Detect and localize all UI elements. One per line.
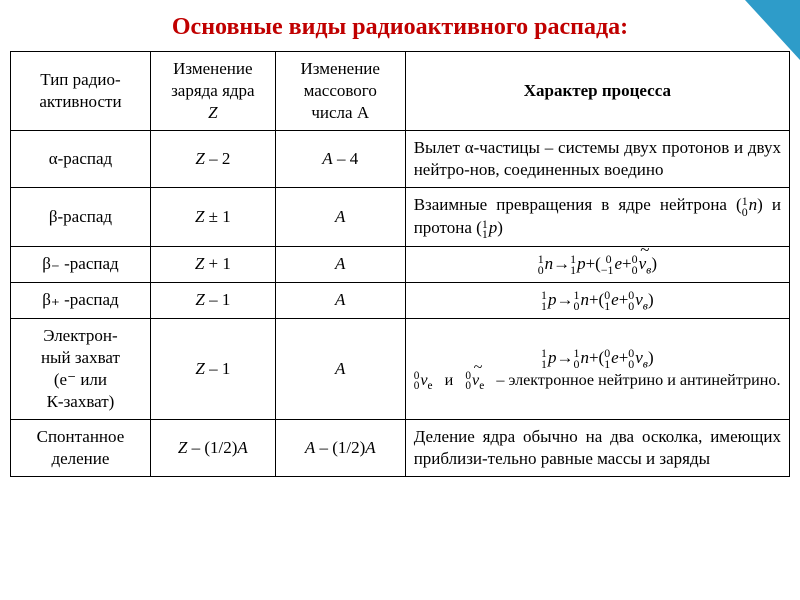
cell-type: α-распад: [11, 131, 151, 188]
decay-table: Тип радио-активности Изменение заряда яд…: [10, 51, 790, 477]
cell-a: A – (1/2)A: [275, 420, 405, 477]
cell-z: Z + 1: [150, 247, 275, 283]
cell-desc: Деление ядра обычно на два осколка, имею…: [405, 420, 789, 477]
cell-a: A: [275, 188, 405, 247]
table-row: α-распад Z – 2 A – 4 Вылет α-частицы – с…: [11, 131, 790, 188]
cell-z: Z – 2: [150, 131, 275, 188]
type-l1: Электрон-: [43, 326, 117, 345]
corner-accent: [745, 0, 800, 60]
header-a-l1: Изменение: [301, 59, 380, 78]
table-row: β-распад Z ± 1 A Взаимные превращения в …: [11, 188, 790, 247]
header-z-l1: Изменение: [173, 59, 252, 78]
header-process: Характер процесса: [405, 52, 789, 131]
table-header-row: Тип радио-активности Изменение заряда яд…: [11, 52, 790, 131]
type-l2: деление: [51, 449, 109, 468]
cell-a: A: [275, 282, 405, 318]
slide: Основные виды радиоактивного распада: Ти…: [0, 0, 800, 600]
table-row: β₊ -распад Z – 1 A 11p→10n+(01e+00νв): [11, 282, 790, 318]
note-text: – электронное нейтрино и антинейтрино.: [492, 372, 780, 389]
cell-z: Z – 1: [150, 282, 275, 318]
header-z-l2: заряда ядра: [171, 81, 255, 100]
cell-type: Спонтанное деление: [11, 420, 151, 477]
header-a-l2: массового: [304, 81, 377, 100]
table-row: Спонтанное деление Z – (1/2)A A – (1/2)A…: [11, 420, 790, 477]
header-z-l3: Z: [208, 103, 217, 122]
cell-desc: Вылет α-частицы – системы двух протонов …: [405, 131, 789, 188]
table-row: β₋ -распад Z + 1 A 10n→11p+( 0−1e+00ν~в): [11, 247, 790, 283]
desc-prefix: Взаимные превращения в ядре нейтрона (: [414, 195, 742, 214]
type-l3: (e⁻ или: [54, 370, 107, 389]
cell-type: β-распад: [11, 188, 151, 247]
cell-equation: 11p→10n+(01e+00νв): [405, 282, 789, 318]
cell-a: A: [275, 318, 405, 419]
cell-type: β₊ -распад: [11, 282, 151, 318]
cell-equation: 10n→11p+( 0−1e+00ν~в): [405, 247, 789, 283]
cell-type: Электрон- ный захват (e⁻ или К-захват): [11, 318, 151, 419]
type-l1: Спонтанное: [37, 427, 125, 446]
cell-a: A: [275, 247, 405, 283]
cell-z: Z – (1/2)A: [150, 420, 275, 477]
type-l2: ный захват: [41, 348, 120, 367]
slide-title: Основные виды радиоактивного распада:: [0, 0, 800, 51]
cell-type: β₋ -распад: [11, 247, 151, 283]
header-type: Тип радио-активности: [11, 52, 151, 131]
header-a-l3: числа A: [311, 103, 369, 122]
type-l4: К-захват): [47, 392, 115, 411]
header-process-text: Характер процесса: [524, 81, 671, 100]
cell-z: Z – 1: [150, 318, 275, 419]
cell-desc: 11p→10n+(01e+00νв) 00νe и 00ν~e – электр…: [405, 318, 789, 419]
header-a: Изменение массового числа A: [275, 52, 405, 131]
note-line: 00νe и 00ν~e – электронное нейтрино и ан…: [414, 370, 781, 391]
cell-z: Z ± 1: [150, 188, 275, 247]
cell-desc: Взаимные превращения в ядре нейтрона (10…: [405, 188, 789, 247]
desc-suffix: ): [497, 218, 503, 237]
table-row: Электрон- ный захват (e⁻ или К-захват) Z…: [11, 318, 790, 419]
header-z: Изменение заряда ядра Z: [150, 52, 275, 131]
and-word: и: [445, 372, 454, 389]
cell-a: A – 4: [275, 131, 405, 188]
equation-line: 11p→10n+(01e+00νв): [414, 347, 781, 370]
